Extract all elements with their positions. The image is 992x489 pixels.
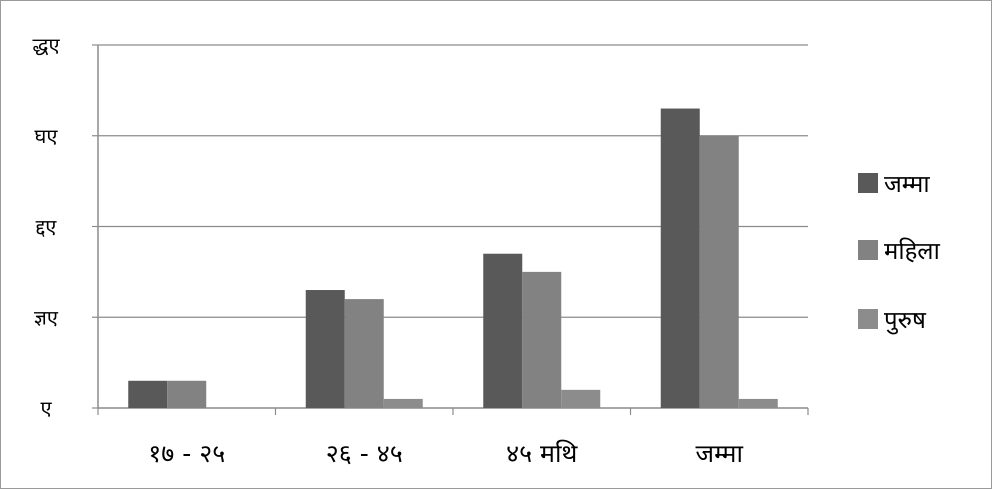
x-tick-label: ४५ मथि <box>506 439 578 468</box>
y-tick-label: ए <box>40 396 52 420</box>
legend-label: जम्मा <box>884 170 930 198</box>
legend-swatch <box>858 173 878 193</box>
y-tick-label: द्धए <box>32 33 60 57</box>
bar <box>660 108 700 409</box>
legend-label: महिला <box>884 237 941 265</box>
bar <box>128 380 168 408</box>
bar <box>383 398 423 408</box>
y-tick-label: घए <box>35 124 59 148</box>
x-tick-label: २६ - ४५ <box>326 439 403 468</box>
legend: जम्मा महिला पुरुष <box>858 170 941 335</box>
bar <box>699 135 739 408</box>
x-tick-label: १७ - २५ <box>148 439 225 468</box>
bar <box>305 290 345 408</box>
bar <box>344 299 384 408</box>
x-tick-label: जम्मा <box>696 439 744 468</box>
bar <box>561 389 601 408</box>
legend-swatch <box>858 309 878 329</box>
legend-label: पुरुष <box>884 306 927 335</box>
bar <box>738 398 778 408</box>
y-tick-label: ज्ञए <box>34 305 59 329</box>
legend-swatch <box>858 240 878 260</box>
bar <box>483 253 523 408</box>
bars <box>128 108 778 409</box>
bar <box>522 271 562 408</box>
labels: ए ज्ञए द्दए घए द्धए १७ - २५ २६ - ४५ ४५ मथि जम्मा <box>32 33 743 468</box>
bar <box>167 380 207 408</box>
y-tick-label: द्दए <box>36 215 58 239</box>
